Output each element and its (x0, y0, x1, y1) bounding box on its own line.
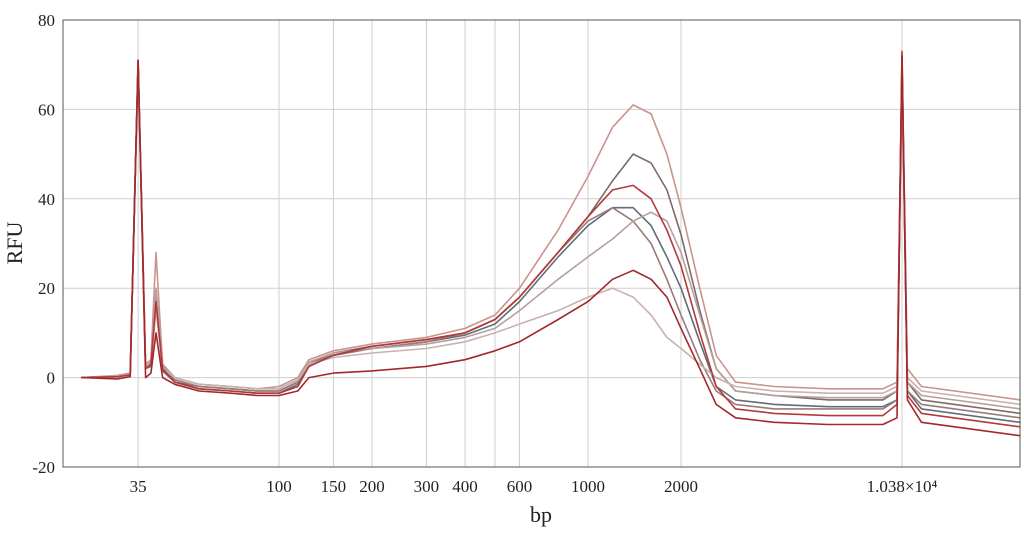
y-tick-label: 80 (38, 11, 55, 30)
series-line-1 (81, 55, 1021, 401)
x-tick-label: 100 (266, 477, 292, 496)
y-tick-labels: -20 0 20 40 60 80 (32, 11, 55, 477)
y-axis-label: RFU (2, 221, 27, 264)
x-tick-labels: 35 100 150 200 300 400 600 1000 2000 1.038×10⁴ (130, 477, 938, 496)
series-line-8 (81, 55, 1021, 437)
x-tick-label: 200 (359, 477, 385, 496)
x-tick-label: 400 (452, 477, 478, 496)
series-line-6 (81, 63, 1021, 406)
y-tick-label: 0 (47, 369, 56, 388)
y-tick-label: 20 (38, 279, 55, 298)
x-tick-label: 600 (507, 477, 533, 496)
plot-frame (62, 19, 1021, 468)
x-axis-label: bp (530, 502, 552, 527)
series-line-2 (81, 63, 1021, 415)
series-line-3 (81, 63, 1021, 424)
x-tick-label: 35 (130, 477, 147, 496)
x-tick-label: 1.038×10⁴ (867, 477, 938, 496)
x-tick-label: 2000 (664, 477, 698, 496)
y-tick-label: 40 (38, 190, 55, 209)
x-tick-label: 300 (414, 477, 440, 496)
series-lines (81, 50, 1021, 437)
x-tick-label: 150 (321, 477, 347, 496)
x-tick-label: 1000 (571, 477, 605, 496)
series-line-7 (81, 50, 1021, 428)
series-line-5 (81, 63, 1021, 410)
y-tick-label: -20 (32, 458, 55, 477)
y-tick-label: 60 (38, 100, 55, 119)
